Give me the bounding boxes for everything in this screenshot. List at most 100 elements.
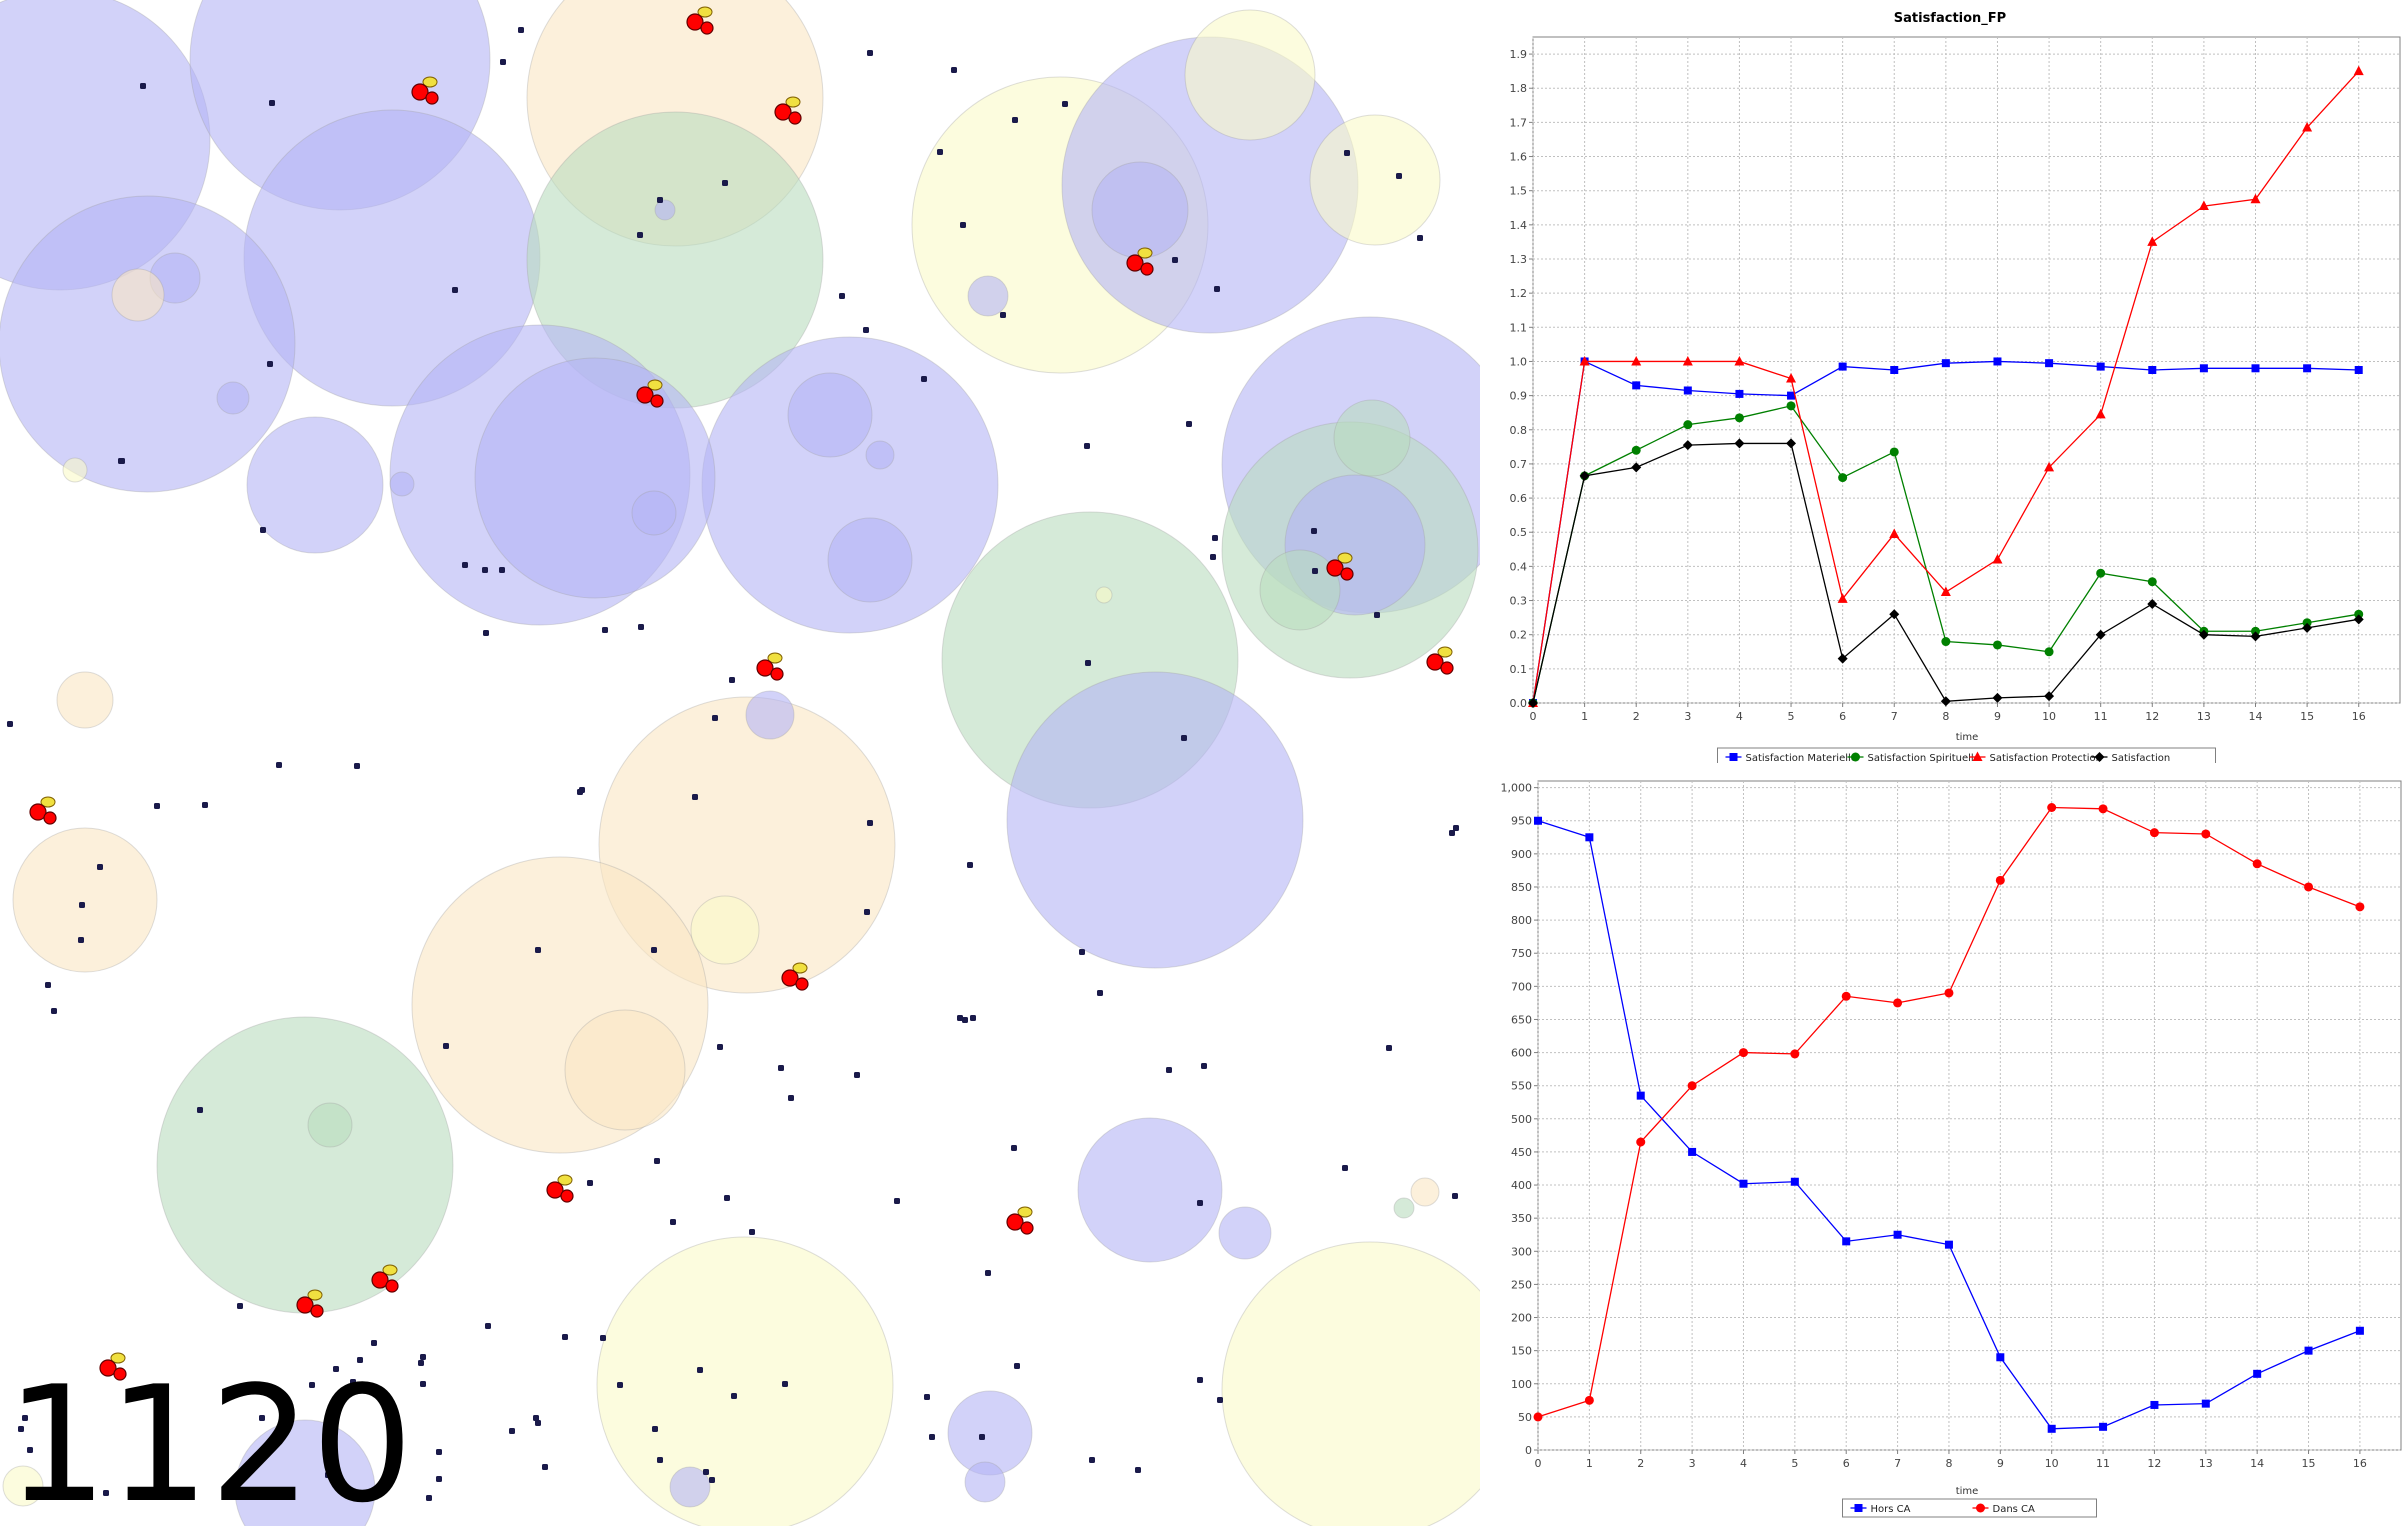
agent-marker [1166,1067,1172,1073]
zone-circle [0,195,296,493]
y-tick-label: 1.9 [1510,48,1528,61]
data-point [1631,355,1642,366]
data-point [1734,355,1745,366]
agent-marker [27,1447,33,1453]
x-tick-label: 7 [1891,710,1898,723]
agent-marker [1210,554,1216,560]
agent-marker [692,794,698,800]
agent-marker [260,527,266,533]
x-tick-label: 12 [2147,1457,2161,1470]
series-dans-ca [1533,802,2365,1422]
x-tick-label: 3 [1689,1457,1696,1470]
data-point [2354,366,2363,374]
data-point [2302,622,2313,633]
data-point [1579,355,1590,366]
zone-circle [669,1466,711,1508]
agent-marker [202,802,208,808]
satisfaction-chart: Satisfaction_FP time 0.0 0.1 0.2 0.3 0.4 0.5 0… [1510,11,2401,763]
y-tick-label: 1,000 [1501,782,1533,795]
x-tick-label: 15 [2300,710,2314,723]
agent-marker [637,232,643,238]
zone-circle [1333,399,1411,477]
agent-group [99,1352,127,1381]
agent-marker [867,50,873,56]
agent-marker [259,1415,265,1421]
x-tick-label: 6 [1839,710,1846,723]
y-tick-label: 1.2 [1510,287,1528,300]
data-point [2251,626,2260,636]
simulation-view [0,0,1480,1526]
agent-marker [1396,173,1402,179]
data-point [1631,462,1642,473]
agent-marker [7,721,13,727]
zone-circle [690,895,760,965]
data-point [1786,401,1796,411]
legend-label: Satisfaction Materielle [1746,753,1857,763]
y-tick-label: 250 [1511,1278,1532,1291]
agent-marker [1085,660,1091,666]
zone-circle [12,827,158,973]
data-point [2353,65,2364,76]
agent-marker [267,361,273,367]
data-point [1838,362,1847,371]
y-tick-label: 1.5 [1510,185,1528,198]
agent-marker [854,1072,860,1078]
zone-circle [1259,549,1341,631]
y-tick-label: 50 [1518,1411,1532,1424]
data-point [1976,1503,1985,1513]
x-tick-label: 14 [2250,1457,2264,1470]
data-point [2250,193,2261,204]
data-point [2150,1400,2159,1409]
data-point [2304,882,2314,892]
zone-circle [1218,1206,1272,1260]
data-point [2354,609,2364,619]
agent-marker [1197,1200,1203,1206]
data-point [2303,364,2312,373]
agent-group [29,796,57,825]
zone-circle [1006,671,1304,969]
agent-marker [600,1335,606,1341]
data-point [1735,389,1744,398]
agent-marker [154,803,160,809]
data-point [2201,829,2211,839]
data-point [1682,355,1693,366]
data-point [1734,413,1744,423]
agent-marker [749,1229,755,1235]
agent-marker [22,1415,28,1421]
agent-group [296,1289,324,1318]
y-tick-label: 0.9 [1510,390,1528,403]
data-point [2094,752,2105,762]
agent-marker [51,1008,57,1014]
y-tick-label: 0.1 [1510,663,1528,676]
data-point [1636,1091,1645,1100]
data-point [2252,859,2262,869]
zone-circle [654,199,676,221]
agent-marker [325,1472,331,1478]
legend-label: Dans CA [1993,1504,2036,1515]
agent-marker [562,1334,568,1340]
data-point [1786,438,1797,449]
agent-marker [499,567,505,573]
legend-item: Dans CA [1972,1503,2036,1515]
agent-marker [1344,150,1350,156]
zone-circle [156,1016,454,1314]
agent-marker [602,627,608,633]
agent-marker [269,100,275,106]
agent-marker [867,820,873,826]
zone-circle [964,1461,1006,1503]
y-tick-label: 550 [1511,1080,1532,1093]
zone-circle [787,372,873,458]
data-point [1944,1240,1953,1249]
data-point [1992,692,2003,703]
agent-marker [542,1464,548,1470]
agent-marker [1084,443,1090,449]
zone-circle [389,471,415,497]
agent-marker [1217,1397,1223,1403]
agent-marker [617,1382,623,1388]
simulation-canvas[interactable]: 1120 [0,0,1480,1526]
agent-marker [1062,101,1068,107]
agent-marker [788,1095,794,1101]
agent-group [686,6,714,35]
agent-marker [1374,612,1380,618]
zone-circle [216,381,250,415]
